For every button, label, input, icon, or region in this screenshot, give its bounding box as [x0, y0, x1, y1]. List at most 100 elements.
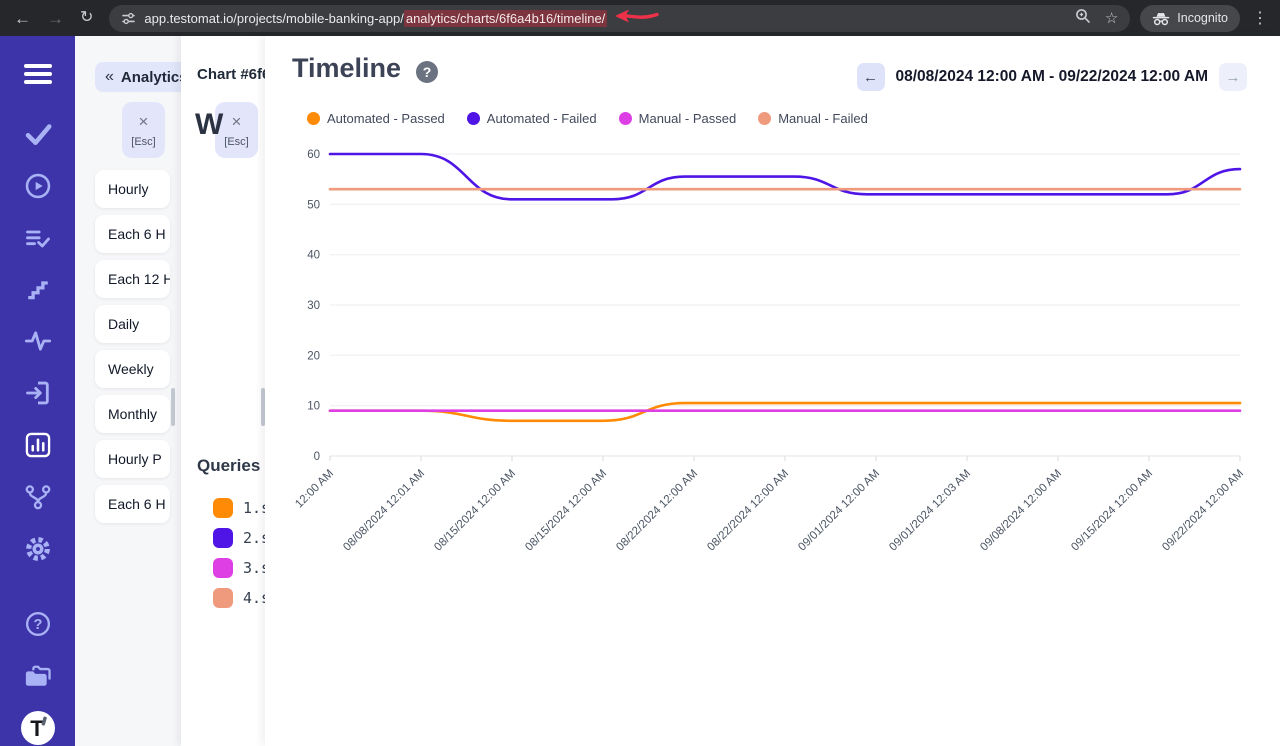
interval-option[interactable]: Daily: [95, 305, 170, 343]
chart-legend-item[interactable]: Automated - Passed: [307, 111, 445, 126]
chart-panel-title: Chart #6f6: [197, 66, 271, 83]
query-label: 2.s: [243, 529, 271, 547]
url-highlighted-part: analytics/charts/6f6a4b16/timeline/: [403, 9, 608, 27]
site-settings-icon[interactable]: [121, 11, 136, 26]
svg-text:09/08/2024 12:00 AM: 09/08/2024 12:00 AM: [978, 468, 1064, 554]
incognito-badge: Incognito: [1140, 4, 1240, 32]
legend-color-dot: [618, 112, 632, 125]
address-bar[interactable]: app.testomat.io/projects/mobile-banking-…: [109, 4, 1131, 32]
url-text: app.testomat.io/projects/mobile-banking-…: [144, 9, 608, 27]
chart-legend-item[interactable]: Automated - Failed: [466, 111, 597, 126]
steps-icon[interactable]: [0, 276, 75, 302]
legend-label: Manual - Failed: [778, 111, 868, 126]
legend-color-dot: [307, 112, 320, 125]
browser-forward-button[interactable]: →: [47, 8, 64, 28]
interval-list: Hourly Each 6 H Each 12 H Daily Weekly Monthl…: [95, 170, 170, 530]
chart-legend-item[interactable]: Manual - Failed: [758, 111, 868, 126]
analytics-collapse-button[interactable]: « Analytics: [95, 62, 195, 92]
panel-scrollbar-thumb[interactable]: [171, 388, 175, 426]
chart-panel-close-button[interactable]: × [Esc]: [215, 102, 258, 158]
browser-menu-button[interactable]: ⋮: [1252, 10, 1268, 27]
svg-text:08/15/2024 12:00 AM: 08/15/2024 12:00 AM: [432, 468, 518, 554]
prev-period-button[interactable]: ←: [856, 63, 885, 91]
interval-option[interactable]: Hourly: [95, 170, 170, 208]
query-legend-item[interactable]: 4.s: [213, 588, 270, 608]
date-range-nav: ← 08/08/2024 12:00 AM - 09/22/2024 12:00…: [856, 63, 1247, 91]
svg-text:12:00 AM: 12:00 AM: [293, 468, 336, 511]
query-label: 3.s: [243, 559, 271, 577]
query-legend-item[interactable]: 1.s: [213, 498, 270, 518]
query-list: 1.s 2.s 3.s 4.s: [213, 498, 270, 618]
timeline-line-chart: 0 10 20 30 40 50 60 12:00 AM 08/08/2024 12:01 AM…: [293, 149, 1246, 554]
timeline-view: Timeline ? ← 08/08/2024 12:00 AM - 09/22…: [265, 36, 1280, 746]
query-label: 4.s: [243, 589, 271, 607]
runs-play-circle-icon[interactable]: [0, 172, 75, 200]
chart-legend-item[interactable]: Manual - Passed: [618, 111, 737, 126]
menu-hamburger-icon[interactable]: [0, 60, 75, 88]
svg-text:08/15/2024 12:00 AM: 08/15/2024 12:00 AM: [523, 468, 609, 554]
svg-text:0: 0: [314, 451, 320, 463]
query-color-swatch: [213, 528, 233, 548]
interval-option[interactable]: Monthly: [95, 395, 170, 433]
svg-text:08/22/2024 12:00 AM: 08/22/2024 12:00 AM: [705, 468, 791, 554]
legend-label: Automated - Passed: [327, 111, 445, 126]
analytics-close-button[interactable]: × [Esc]: [122, 102, 165, 158]
browser-back-button[interactable]: ←: [14, 8, 31, 28]
svg-text:20: 20: [307, 350, 320, 362]
chart-config-panel: Chart #6f6 × [Esc] W Queries 1.s 2.s 3.s 4.…: [181, 36, 270, 746]
query-legend-item[interactable]: 3.s: [213, 558, 270, 578]
query-legend-item[interactable]: 2.s: [213, 528, 270, 548]
svg-text:?: ?: [33, 617, 42, 633]
incognito-label: Incognito: [1177, 11, 1228, 25]
settings-gear-icon[interactable]: [0, 535, 75, 563]
esc-hint-label: [Esc]: [131, 135, 156, 148]
collapse-chevrons-icon: «: [105, 68, 114, 85]
query-color-swatch: [213, 558, 233, 578]
help-question-icon[interactable]: ?: [0, 610, 75, 638]
next-period-button[interactable]: →: [1219, 63, 1247, 91]
bookmark-star-icon[interactable]: ☆: [1104, 10, 1119, 27]
analytics-panel: « Analytics × [Esc] Hourly Each 6 H Each 1…: [75, 36, 195, 746]
svg-text:08/08/2024 12:01 AM: 08/08/2024 12:01 AM: [341, 468, 427, 554]
help-tooltip-icon[interactable]: ?: [416, 61, 438, 83]
legend-label: Automated - Failed: [486, 111, 597, 126]
svg-text:50: 50: [307, 199, 320, 211]
tests-check-icon[interactable]: [0, 119, 75, 149]
query-color-swatch: [213, 498, 233, 518]
query-color-swatch: [213, 588, 233, 608]
testomat-logo[interactable]: T: [0, 710, 75, 746]
svg-text:10: 10: [307, 401, 320, 413]
interval-option[interactable]: Weekly: [95, 350, 170, 388]
svg-text:09/01/2024 12:03 AM: 09/01/2024 12:03 AM: [887, 468, 973, 554]
legend-color-dot: [758, 112, 772, 125]
browser-toolbar: ← → ↻ app.testomat.io/projects/mobile-ba…: [0, 0, 1280, 36]
interval-option[interactable]: Each 6 H: [95, 215, 170, 253]
interval-option[interactable]: Each 12 H: [95, 260, 170, 298]
branches-icon[interactable]: [0, 483, 75, 511]
svg-text:T: T: [30, 716, 44, 741]
zoom-page-icon[interactable]: [1075, 8, 1091, 29]
test-plans-list-check-icon[interactable]: [0, 225, 75, 253]
interval-option[interactable]: Hourly P: [95, 440, 170, 478]
incognito-icon: [1152, 11, 1170, 26]
app-root: ? T « Analytics × [Esc] Hourly Each 6 H Ea…: [0, 36, 1280, 746]
url-plain-part: app.testomat.io/projects/mobile-banking-…: [144, 10, 404, 26]
import-icon[interactable]: [0, 379, 75, 407]
svg-text:09/15/2024 12:00 AM: 09/15/2024 12:00 AM: [1069, 468, 1155, 554]
legend-label: Manual - Passed: [638, 111, 737, 126]
date-range-label[interactable]: 08/08/2024 12:00 AM - 09/22/2024 12:00 A…: [895, 68, 1209, 85]
svg-text:08/22/2024 12:00 AM: 08/22/2024 12:00 AM: [614, 468, 700, 554]
analytics-bar-chart-icon[interactable]: [0, 431, 75, 459]
pulse-activity-icon[interactable]: [0, 327, 75, 355]
projects-folder-icon[interactable]: [0, 662, 75, 690]
browser-reload-button[interactable]: ↻: [80, 9, 94, 26]
red-annotation-arrow-icon: [613, 8, 659, 29]
svg-text:40: 40: [307, 250, 320, 262]
interval-option[interactable]: Each 6 H: [95, 485, 170, 523]
close-icon: ×: [231, 111, 242, 131]
query-label: 1.s: [243, 499, 271, 517]
chart-panel-heading-clipped: W: [195, 108, 224, 141]
svg-text:30: 30: [307, 300, 320, 312]
panel-scrollbar-thumb[interactable]: [261, 388, 265, 426]
close-icon: ×: [138, 111, 149, 131]
